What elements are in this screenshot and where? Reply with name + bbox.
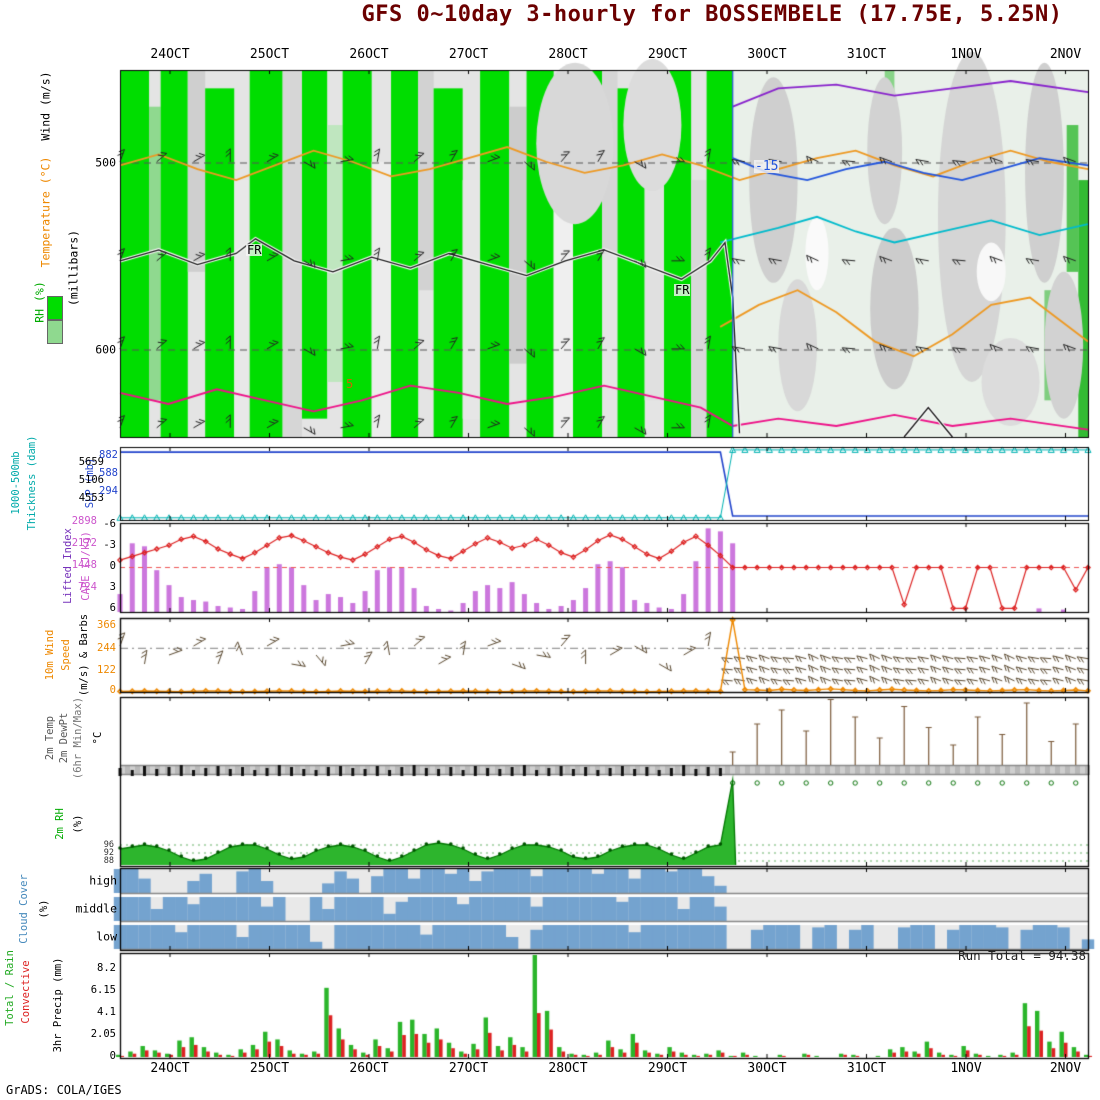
x-date-label-top: 29OCT bbox=[647, 47, 688, 62]
grads-credit: GrADS: COLA/IGES bbox=[6, 1083, 122, 1097]
x-date-label-bottom: 2NOV bbox=[1049, 1061, 1082, 1076]
axis-label-wind: Wind (m/s) bbox=[38, 71, 53, 141]
x-date-label-bottom: 24OCT bbox=[150, 1061, 190, 1076]
axis-label-thickness-1: 1000-500mb bbox=[9, 451, 22, 515]
axis-label-2m-rh-pct: (%) bbox=[71, 814, 84, 834]
x-date-label-bottom: 30OCT bbox=[747, 1061, 787, 1076]
slp-tick-label: 294 bbox=[99, 484, 118, 497]
axis-label-rh: RH (%) bbox=[32, 281, 47, 323]
precip-tick-label: 2.05 bbox=[90, 1027, 116, 1040]
axis-label-cloud-cover: Cloud Cover bbox=[17, 874, 30, 944]
freezing-level-label-1: FR bbox=[246, 243, 263, 257]
freezing-level-label-2: FR bbox=[674, 283, 691, 297]
wind-speed-tick-label: 244 bbox=[97, 641, 116, 654]
x-date-label-top: 30OCT bbox=[747, 47, 787, 62]
wind-speed-tick-label: 366 bbox=[97, 618, 116, 631]
axis-label-millibars: (millibars) bbox=[66, 229, 81, 307]
precip-tick-label: 6.15 bbox=[90, 983, 116, 996]
wind-speed-tick-label: 122 bbox=[97, 663, 116, 676]
x-date-label-top: 31OCT bbox=[846, 47, 887, 62]
precip-tick-label: 8.2 bbox=[97, 961, 116, 974]
axis-label-thickness-2: Thickness (dam) bbox=[25, 435, 38, 531]
run-total-label: Run Total = 94.38 bbox=[958, 947, 1086, 963]
precip-tick-label: 4.1 bbox=[97, 1005, 116, 1018]
axis-label-wind10m-1: 10m Wind bbox=[43, 629, 56, 681]
axis-label-2m-rh: 2m RH bbox=[53, 808, 66, 840]
x-date-label-top: 26OCT bbox=[349, 47, 389, 62]
cape-tick-label: 2172 bbox=[71, 536, 97, 549]
axis-label-3hr-precip: 3hr Precip (mm) bbox=[51, 957, 64, 1053]
lifted-index-tick-label: 3 bbox=[109, 580, 116, 593]
x-date-label-top: 25OCT bbox=[249, 47, 290, 62]
x-date-label-bottom: 29OCT bbox=[647, 1061, 688, 1076]
x-date-label-top: 27OCT bbox=[448, 47, 489, 62]
thickness-tick-label: 4553 bbox=[78, 491, 104, 504]
axis-label-total-rain: Total / Rain bbox=[3, 950, 16, 1026]
x-date-label-bottom: 1NOV bbox=[950, 1061, 982, 1076]
pressure-tick-label: 500 bbox=[95, 155, 116, 170]
x-date-label-top: 28OCT bbox=[548, 47, 588, 62]
axis-label-degc: °C bbox=[91, 731, 104, 745]
precip-tick-label: 0 bbox=[109, 1049, 116, 1062]
x-date-label-top: 2NOV bbox=[1049, 47, 1082, 62]
thickness-tick-label: 5659 bbox=[78, 455, 104, 468]
axis-label-wind10m-3: (m/s) & Barbs bbox=[77, 613, 90, 697]
slp-tick-label: 588 bbox=[99, 466, 118, 479]
cape-tick-label: 1448 bbox=[71, 558, 97, 571]
x-date-label-bottom: 25OCT bbox=[249, 1061, 290, 1076]
rh-tick-label: 96 bbox=[103, 839, 114, 850]
chart-title: GFS 0~10day 3-hourly for BOSSEMBELE (17.… bbox=[361, 2, 1063, 27]
cape-tick-label: 2898 bbox=[71, 514, 97, 527]
lifted-index-tick-label: 6 bbox=[109, 601, 116, 614]
slp-tick-label: 882 bbox=[99, 448, 118, 461]
lifted-index-tick-label: 0 bbox=[109, 559, 116, 572]
cloud-row-label: high bbox=[89, 873, 117, 888]
rh-tick-label: 92 bbox=[103, 847, 114, 858]
lifted-index-tick-label: -3 bbox=[103, 538, 116, 551]
cloud-row-label: low bbox=[96, 929, 117, 944]
cape-tick-label: 724 bbox=[78, 580, 97, 593]
axis-label-wind10m-2: Speed bbox=[59, 639, 72, 671]
axis-label-2m-temp: 2m Temp bbox=[43, 715, 56, 761]
rh-tick-label: 88 bbox=[103, 855, 114, 866]
rh-legend-swatch-light bbox=[47, 320, 63, 344]
axis-label-convective: Convective bbox=[19, 960, 32, 1024]
axis-label-2m-dewpt: 2m DewPt bbox=[57, 712, 70, 764]
x-date-label-top: 1NOV bbox=[950, 47, 982, 62]
axis-label-temperature: Temperature (°C) bbox=[38, 156, 53, 268]
x-date-label-top: 24OCT bbox=[150, 47, 190, 62]
rh-legend-swatch-bright bbox=[47, 296, 63, 320]
temp-contour-label-minus15: -15 bbox=[754, 159, 780, 174]
x-date-label-bottom: 27OCT bbox=[448, 1061, 489, 1076]
x-date-label-bottom: 26OCT bbox=[349, 1061, 389, 1076]
x-date-label-bottom: 31OCT bbox=[846, 1061, 887, 1076]
axis-label-cloud-pct: (%) bbox=[37, 899, 50, 919]
lifted-index-tick-label: -6 bbox=[103, 517, 116, 530]
axis-label-6hr-minmax: (6hr Min/Max) bbox=[71, 696, 84, 780]
thickness-tick-label: 5106 bbox=[78, 473, 104, 486]
x-date-label-bottom: 28OCT bbox=[548, 1061, 588, 1076]
contour-label-5: 5 bbox=[346, 377, 354, 391]
pressure-tick-label: 600 bbox=[95, 342, 116, 357]
cloud-row-label: middle bbox=[75, 901, 117, 916]
wind-speed-tick-label: 0 bbox=[109, 683, 116, 696]
